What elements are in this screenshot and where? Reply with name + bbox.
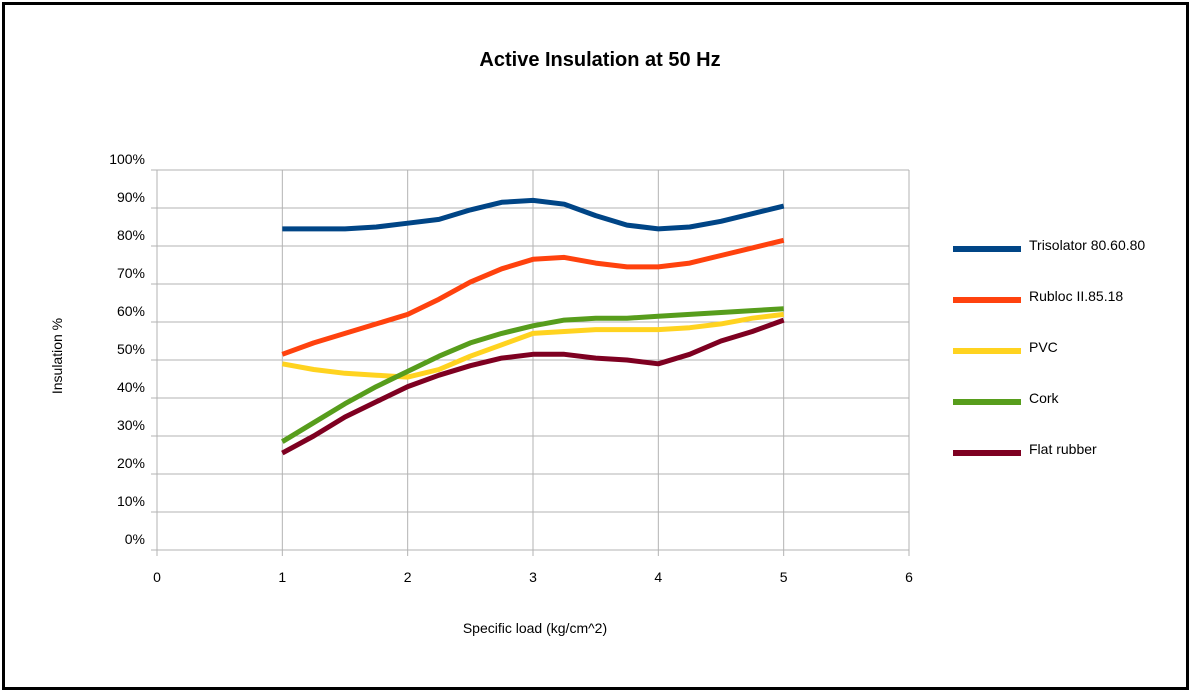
x-tick-label: 1 — [278, 569, 286, 585]
legend-label: Rubloc II.85.18 — [1029, 288, 1123, 304]
x-axis-label: Specific load (kg/cm^2) — [463, 620, 607, 636]
x-tick-label: 5 — [780, 569, 788, 585]
y-tick-label: 60% — [117, 303, 145, 319]
x-tick-label: 4 — [654, 569, 662, 585]
legend-label: Flat rubber — [1029, 441, 1097, 457]
x-tick-label: 0 — [153, 569, 161, 585]
legend: Trisolator 80.60.80 Rubloc II.85.18 PVC Cor… — [953, 237, 1145, 457]
y-tick-label: 90% — [117, 189, 145, 205]
y-tick-label: 80% — [117, 227, 145, 243]
y-tick-label: 70% — [117, 265, 145, 281]
y-tick-label: 0% — [125, 531, 145, 547]
y-tick-label: 10% — [117, 493, 145, 509]
x-tick-label: 3 — [529, 569, 537, 585]
y-tick-label: 30% — [117, 417, 145, 433]
chart-title: Active Insulation at 50 Hz — [479, 49, 720, 71]
x-tick-label: 6 — [905, 569, 913, 585]
y-tick-label: 40% — [117, 379, 145, 395]
grid — [156, 169, 910, 551]
x-tick-label: 2 — [404, 569, 412, 585]
y-tick-label: 20% — [117, 455, 145, 471]
series-line-cork — [281, 306, 784, 444]
series-line-pvc — [281, 311, 785, 380]
y-tick-label: 50% — [117, 341, 145, 357]
y-tick-label: 100% — [109, 151, 145, 167]
legend-label: PVC — [1029, 339, 1058, 355]
series-line-flat-rubber — [281, 317, 785, 456]
tick-labels: 0% 10% 20% 30% 40% 50% 60% 70% 80% 90% 100% 0 1 2 3 4 5 6 — [109, 151, 913, 585]
legend-label: Trisolator 80.60.80 — [1029, 237, 1145, 253]
axes — [151, 169, 910, 556]
y-axis-label: Insulation % — [49, 318, 65, 394]
line-chart: Active Insulation at 50 Hz 0%10%20%30%40… — [49, 49, 1145, 636]
legend-label: Cork — [1029, 390, 1060, 406]
series-lines — [281, 197, 785, 456]
series-line-rubloc-ii-85-18 — [281, 237, 785, 357]
series-line-trisolator-80-60-80 — [282, 197, 785, 232]
